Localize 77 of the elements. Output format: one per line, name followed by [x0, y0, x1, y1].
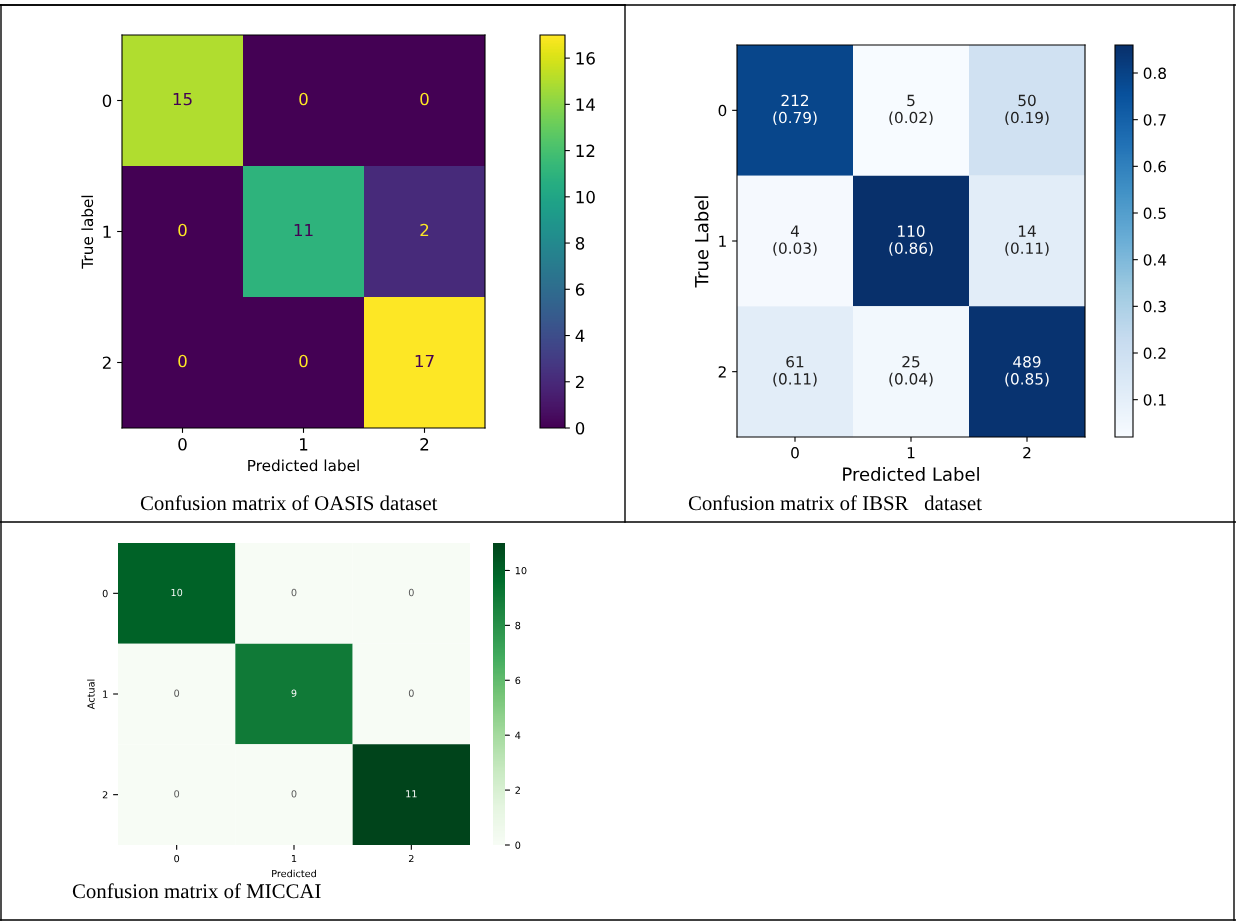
y-tick-label: 1	[103, 690, 108, 698]
x-tick-label: 2	[1023, 446, 1031, 459]
text: Confusion matrix of OASIS dataset	[140, 495, 438, 511]
data-label: 0	[174, 689, 180, 697]
data-label: 0	[408, 689, 414, 697]
data-label: 0	[420, 92, 429, 106]
data-label: 2	[420, 223, 429, 237]
color-bar-label: 12	[576, 144, 595, 157]
color-bar-label: 0.5	[1143, 207, 1166, 220]
data-label: 17	[415, 354, 434, 368]
data-label: 0	[178, 354, 187, 368]
data-label: 10	[171, 588, 183, 597]
text: Confusion matrix of IBSR dataset	[688, 495, 982, 511]
data-label: 0	[408, 588, 414, 597]
data-label: 25 (0.04)	[889, 355, 933, 387]
x-axis-title: Predicted Label	[843, 467, 979, 482]
x-axis-title: Predicted	[272, 869, 316, 878]
y-tick-label: 2	[102, 356, 111, 369]
data-label: 15	[173, 92, 192, 106]
color-bar-label: 8	[515, 621, 521, 630]
data-label: 0	[299, 92, 308, 106]
data-label: 0	[174, 790, 180, 798]
data-label: 11	[406, 790, 417, 798]
y-axis-title: True Label	[694, 196, 709, 288]
y-axis-title: Actual	[87, 679, 95, 710]
data-label: 0	[178, 223, 187, 237]
color-bar-label: 0	[575, 421, 585, 435]
x-tick-label: 0	[178, 438, 187, 451]
data-label: 0	[291, 790, 297, 798]
x-tick-label: 1	[907, 447, 915, 459]
x-tick-label: 1	[300, 438, 308, 451]
data-label: 489 (0.85)	[1005, 355, 1049, 387]
y-tick-label: 2	[102, 791, 108, 799]
data-label: 5 (0.02)	[889, 94, 933, 126]
color-bar-label: 2	[515, 786, 520, 794]
y-tick-label: 1	[719, 235, 726, 247]
color-bar-label: 8	[575, 237, 585, 250]
color-bar-label: 0.4	[1143, 254, 1167, 266]
x-tick-label: 2	[408, 854, 414, 863]
color-bar-label: 4	[575, 329, 585, 342]
data-label: 0	[291, 588, 297, 597]
color-bar-label: 6	[575, 283, 585, 296]
y-axis-title: True label	[81, 195, 94, 269]
color-bar-label: 0.8	[1143, 67, 1166, 80]
data-label: 110 (0.86)	[889, 225, 933, 256]
y-tick-label: 2	[718, 366, 726, 378]
y-tick-label: 1	[103, 225, 111, 238]
y-tick-label: 0	[718, 104, 727, 117]
x-tick-label: 0	[174, 854, 180, 863]
data-label: 50 (0.19)	[1005, 94, 1049, 126]
x-tick-label: 0	[791, 446, 799, 459]
color-bar-label: 0.1	[1143, 394, 1166, 406]
x-tick-label: 1	[291, 855, 297, 863]
color-bar-label: 10	[576, 190, 595, 204]
text: Confusion matrix of MICCAI	[72, 883, 321, 899]
data-label: 14 (0.11)	[1005, 225, 1049, 256]
y-tick-label: 0	[102, 94, 112, 108]
data-label: 61 (0.11)	[773, 355, 817, 387]
y-tick-label: 0	[102, 589, 108, 598]
color-bar-label: 4	[515, 731, 521, 739]
data-label: 0	[299, 354, 308, 368]
color-bar-label: 0.6	[1143, 160, 1167, 173]
data-label: 4 (0.03)	[773, 225, 817, 256]
color-bar-label: 16	[576, 52, 595, 65]
color-bar-label: 10	[515, 566, 527, 575]
x-axis-title: Predicted label	[248, 459, 359, 472]
color-bar-label: 0.2	[1143, 347, 1166, 360]
color-bar-label: 0.7	[1143, 114, 1166, 126]
color-bar-label: 0	[515, 841, 521, 849]
color-bar-label: 0.3	[1143, 300, 1166, 313]
data-label: 9	[291, 689, 297, 697]
color-bar-label: 2	[575, 375, 584, 389]
data-label: 212 (0.79)	[773, 94, 817, 126]
color-bar-label: 14	[576, 98, 595, 111]
data-label: 11	[294, 223, 313, 237]
color-bar-label: 6	[515, 676, 521, 685]
x-tick-label: 2	[420, 438, 429, 451]
